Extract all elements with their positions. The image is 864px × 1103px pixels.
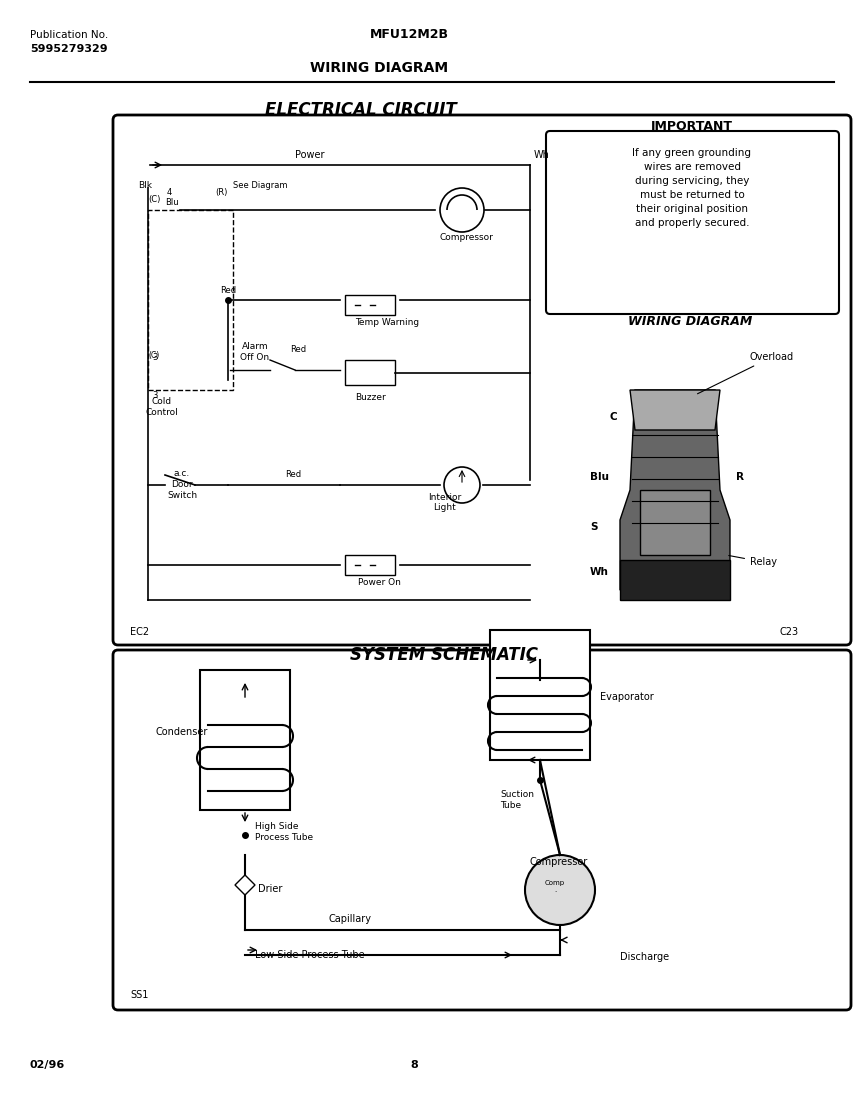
Text: Blk: Blk <box>138 181 152 190</box>
Bar <box>345 295 395 315</box>
Text: 3: 3 <box>152 390 157 400</box>
Text: C23: C23 <box>780 627 799 638</box>
Bar <box>200 670 290 810</box>
Text: MFU12M2B: MFU12M2B <box>370 28 449 41</box>
Text: If any green grounding
wires are removed
during servicing, they
must be returned: If any green grounding wires are removed… <box>632 148 752 228</box>
Text: Alarm
Off On: Alarm Off On <box>240 342 270 362</box>
Text: Red: Red <box>290 345 306 354</box>
FancyBboxPatch shape <box>113 115 851 645</box>
Text: EC2: EC2 <box>130 627 149 638</box>
Text: Comp
.: Comp . <box>545 880 565 893</box>
Text: Red: Red <box>220 286 236 295</box>
Text: Discharge: Discharge <box>620 952 669 962</box>
Text: Compressor: Compressor <box>440 233 494 242</box>
Text: Wh: Wh <box>590 567 609 577</box>
FancyBboxPatch shape <box>546 131 839 314</box>
FancyBboxPatch shape <box>113 650 851 1010</box>
Text: See Diagram: See Diagram <box>233 181 288 190</box>
Text: IMPORTANT: IMPORTANT <box>651 120 733 133</box>
Circle shape <box>525 855 595 925</box>
Polygon shape <box>640 490 710 555</box>
Text: Evaporator: Evaporator <box>600 692 654 702</box>
Text: WIRING DIAGRAM: WIRING DIAGRAM <box>310 61 448 75</box>
Text: Temp Warning: Temp Warning <box>355 318 419 326</box>
Text: R: R <box>736 472 744 482</box>
Text: Blu: Blu <box>590 472 609 482</box>
Text: 8: 8 <box>410 1060 418 1070</box>
Text: (C): (C) <box>148 195 161 204</box>
Polygon shape <box>630 390 720 430</box>
Text: 3: 3 <box>152 353 157 362</box>
Bar <box>148 210 233 390</box>
Text: Power: Power <box>295 150 325 160</box>
Text: Power On: Power On <box>358 578 401 587</box>
Text: Low Side Process Tube: Low Side Process Tube <box>255 950 365 960</box>
Text: Relay: Relay <box>728 556 777 567</box>
Text: High Side
Process Tube: High Side Process Tube <box>255 822 313 842</box>
Text: Buzzer: Buzzer <box>355 393 385 401</box>
Text: (C): (C) <box>148 351 159 360</box>
Text: SS1: SS1 <box>130 990 149 1000</box>
Text: a.c.
Door
Switch: a.c. Door Switch <box>167 469 197 500</box>
Polygon shape <box>620 560 730 600</box>
Text: Cold
Control: Cold Control <box>146 397 178 417</box>
Text: C: C <box>610 413 618 422</box>
Text: 5995279329: 5995279329 <box>30 44 108 54</box>
Text: SYSTEM SCHEMATIC: SYSTEM SCHEMATIC <box>350 646 538 664</box>
Text: Compressor: Compressor <box>530 857 588 867</box>
Bar <box>345 555 395 575</box>
Text: Drier: Drier <box>258 884 283 895</box>
Text: Wh: Wh <box>534 150 550 160</box>
Text: Blu: Blu <box>165 199 179 207</box>
Bar <box>490 630 590 760</box>
Text: Red: Red <box>285 470 302 479</box>
Text: S: S <box>590 522 598 532</box>
Text: Overload: Overload <box>697 352 794 394</box>
Text: WIRING DIAGRAM: WIRING DIAGRAM <box>628 315 753 328</box>
Text: ELECTRICAL CIRCUIT: ELECTRICAL CIRCUIT <box>265 101 457 119</box>
Text: Capillary: Capillary <box>328 914 372 924</box>
Text: Interior
Light: Interior Light <box>429 493 461 512</box>
Bar <box>345 360 395 385</box>
Text: (R): (R) <box>215 188 227 197</box>
Polygon shape <box>620 390 730 590</box>
Text: Publication No.: Publication No. <box>30 30 108 40</box>
Polygon shape <box>235 875 255 895</box>
Text: Condenser: Condenser <box>155 727 207 737</box>
Text: 4: 4 <box>167 188 172 197</box>
Text: Suction
Tube: Suction Tube <box>500 790 534 810</box>
Text: 02/96: 02/96 <box>30 1060 66 1070</box>
